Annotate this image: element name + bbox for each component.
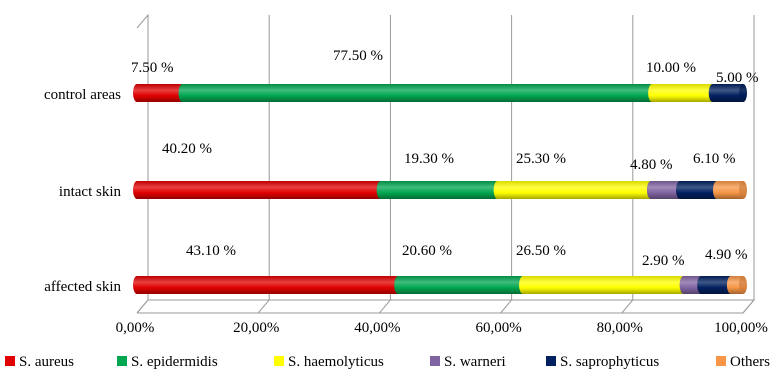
data-label-s-epidermidis-affected-skin: 20.60 % (402, 243, 452, 259)
gridline (257, 15, 270, 314)
gridlines (136, 15, 755, 314)
legend-swatch-s-epidermidis (117, 356, 127, 366)
legend-label-others: Others (730, 354, 770, 370)
data-label-s-aureus-affected-skin: 43.10 % (186, 243, 236, 259)
legend-swatch-others (716, 356, 726, 366)
legend-label-s-haemolyticus: S. haemolyticus (288, 354, 384, 370)
x-tick-labels: 0,00% 20,00% 40,00% 60,00% 80,00% 100,00% (116, 320, 768, 336)
data-labels: 7.50 % 77.50 % 10.00 % 5.00 % 40.20 % 19.30 %… (131, 48, 759, 269)
bar-s-aureus-control-areas (133, 84, 187, 102)
gridline (742, 15, 755, 314)
legend-item-s-warneri: S. warneri (430, 354, 506, 370)
gridline (136, 15, 149, 314)
bar-s-saprophyticus-affected-skin (697, 276, 735, 294)
legend-item-s-haemolyticus: S. haemolyticus (274, 354, 384, 370)
legend-swatch-s-haemolyticus (274, 356, 284, 366)
data-label-s-haemolyticus-affected-skin: 26.50 % (516, 243, 566, 259)
legend-item-s-aureus: S. aureus (5, 354, 74, 370)
bar-s-saprophyticus-control-areas (708, 84, 747, 102)
bar-group-control-areas (133, 84, 747, 102)
data-label-s-saprophyticus-control-areas: 5.00 % (716, 70, 759, 86)
legend-item-s-saprophyticus: S. saprophyticus (546, 354, 659, 370)
legend-swatch-s-warneri (430, 356, 440, 366)
bar-s-haemolyticus-control-areas (648, 84, 717, 102)
x-tick-label: 80,00% (597, 320, 643, 336)
x-tick-label: 100,00% (714, 320, 768, 336)
x-tick-label: 0,00% (116, 320, 155, 336)
bar-s-warneri-intact-skin (646, 181, 684, 199)
data-label-s-haemolyticus-control-areas: 10.00 % (646, 60, 696, 76)
x-tick-label: 20,00% (233, 320, 279, 336)
gridline (500, 15, 513, 314)
bar-s-haemolyticus-affected-skin (519, 276, 688, 294)
category-label-intact-skin: intact skin (59, 184, 122, 200)
data-label-s-saprophyticus-intact-skin: 6.10 % (693, 151, 736, 167)
bar-s-aureus-intact-skin (133, 181, 385, 199)
x-tick-label: 40,00% (354, 320, 400, 336)
data-label-s-warneri-affected-skin: 2.90 % (642, 253, 685, 269)
bar-group-intact-skin (133, 181, 747, 199)
category-label-affected-skin: affected skin (44, 279, 121, 295)
legend-label-s-saprophyticus: S. saprophyticus (560, 354, 659, 370)
legend-label-s-aureus: S. aureus (19, 354, 74, 370)
bar-group-affected-skin (133, 276, 747, 294)
category-label-control-areas: control areas (44, 87, 121, 103)
bar-s-aureus-affected-skin (133, 276, 403, 294)
bar-s-epidermidis-affected-skin (394, 276, 528, 294)
legend-item-s-epidermidis: S. epidermidis (117, 354, 218, 370)
legend-swatch-s-aureus (5, 356, 15, 366)
floor-edge (137, 299, 756, 314)
bar-cap-others-affected-skin (739, 276, 747, 294)
data-label-s-warneri-intact-skin: 4.80 % (630, 157, 673, 173)
data-label-s-epidermidis-control-areas: 77.50 % (333, 48, 383, 64)
bars (133, 84, 747, 294)
bar-s-epidermidis-intact-skin (376, 181, 502, 199)
gridline (379, 15, 391, 314)
legend-swatch-s-saprophyticus (546, 356, 556, 366)
x-tick-label: 60,00% (475, 320, 521, 336)
legend-label-s-epidermidis: S. epidermidis (131, 354, 218, 370)
bar-others-intact-skin (712, 181, 747, 199)
bar-cap-s-saprophyticus-control-areas (739, 84, 747, 102)
data-label-s-saprophyticus-affected-skin: 4.90 % (705, 247, 748, 263)
data-label-s-haemolyticus-intact-skin: 25.30 % (516, 151, 566, 167)
data-label-s-aureus-intact-skin: 40.20 % (162, 141, 212, 157)
data-label-s-aureus-control-areas: 7.50 % (131, 60, 174, 76)
category-labels: control areas intact skin affected skin (44, 87, 122, 295)
data-label-s-epidermidis-intact-skin: 19.30 % (404, 151, 454, 167)
gridline (621, 15, 634, 314)
bar-s-haemolyticus-intact-skin (493, 181, 655, 199)
bar-s-epidermidis-control-areas (178, 84, 657, 102)
legend: S. aureus S. epidermidis S. haemolyticus S.… (5, 354, 770, 370)
legend-item-others: Others (716, 354, 770, 370)
bar-cap-others-intact-skin (739, 181, 747, 199)
bar-s-saprophyticus-intact-skin (675, 181, 721, 199)
legend-label-s-warneri: S. warneri (444, 354, 506, 370)
